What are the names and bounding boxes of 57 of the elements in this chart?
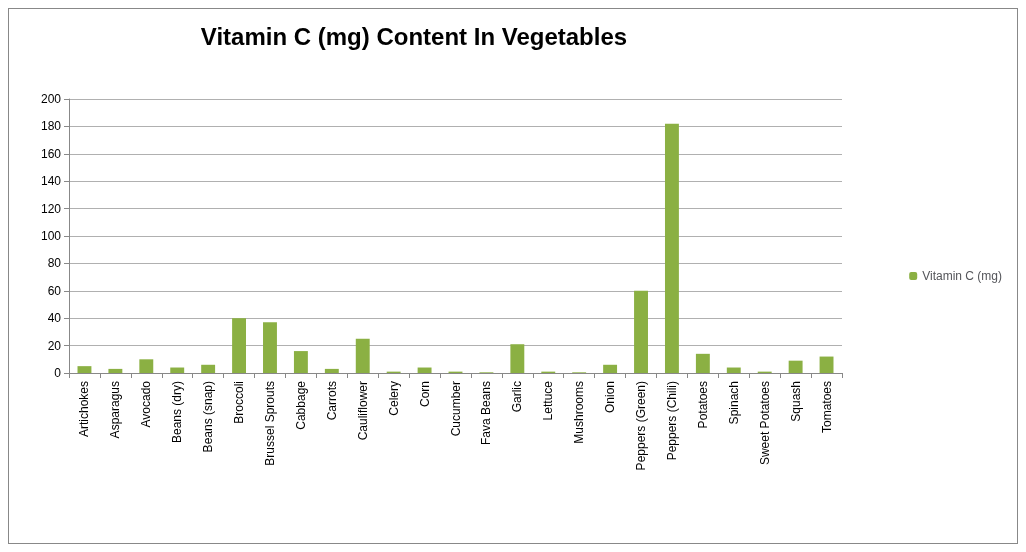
y-tick-label: 200 — [40, 92, 62, 106]
x-tick-label: Mushrooms — [572, 381, 587, 444]
bar — [417, 367, 432, 373]
x-tick-label: Beans (dry) — [170, 381, 185, 444]
y-tick-label: 160 — [40, 146, 62, 161]
x-tick-label: Celery — [386, 381, 401, 416]
y-tick-label: 0 — [54, 366, 62, 380]
y-tick-label: 120 — [40, 201, 62, 216]
x-tick-label: Cucumber — [448, 381, 463, 437]
bar — [324, 368, 339, 373]
y-tick-label: 180 — [40, 119, 62, 134]
x-tick-label: Peppers (Green) — [634, 381, 649, 471]
bar — [201, 364, 216, 373]
x-tick-label: Artichokes — [77, 381, 92, 438]
x-tick-label: Sweet Potatoes — [757, 381, 772, 466]
x-tick-label: Fava Beans — [479, 381, 494, 446]
x-tick-label: Lettuce — [541, 380, 556, 421]
bar — [293, 351, 308, 373]
bar — [108, 368, 123, 373]
bar — [603, 364, 618, 373]
bar — [510, 344, 525, 373]
x-tick-label: Asparagus — [108, 381, 123, 439]
bar — [139, 359, 154, 373]
y-tick-label: 40 — [47, 311, 62, 326]
y-tick-label: 80 — [47, 256, 62, 271]
bar — [170, 367, 185, 373]
x-tick-label: Tomatoes — [819, 381, 834, 434]
x-tick-label: Cabbage — [293, 380, 308, 430]
x-tick-label: Garlic — [510, 381, 525, 413]
chart-title: Vitamin C (mg) Content In Vegetables — [200, 22, 628, 50]
x-tick-label: Brussel Sprouts — [262, 381, 277, 466]
bar — [726, 367, 741, 373]
x-tick-label: Potatoes — [695, 381, 710, 429]
x-tick-label: Cauliflower — [355, 381, 370, 441]
x-tick-label: Avocado — [139, 380, 154, 428]
x-tick-label: Onion — [603, 381, 618, 414]
bar — [232, 318, 247, 373]
x-tick-label: Broccoli — [232, 381, 247, 424]
x-tick-label: Beans (snap) — [201, 381, 216, 453]
bar — [263, 322, 277, 373]
bar — [695, 353, 710, 373]
bar — [664, 123, 679, 373]
x-tick-label: Spinach — [726, 381, 741, 425]
legend-label: Vitamin C (mg) — [922, 269, 1002, 283]
y-tick-label: 60 — [47, 283, 62, 298]
x-tick-label: Peppers (Chili) — [664, 381, 679, 461]
x-tick-label: Squash — [788, 381, 803, 422]
bar — [634, 290, 648, 373]
bar — [355, 338, 370, 373]
y-tick-label: 20 — [47, 338, 62, 353]
bar — [819, 356, 834, 373]
bar — [77, 366, 92, 373]
bar — [788, 360, 803, 373]
x-tick-label: Corn — [417, 381, 432, 408]
y-tick-label: 100 — [40, 229, 62, 243]
x-tick-label: Carrots — [324, 381, 339, 421]
y-tick-label: 140 — [40, 174, 62, 189]
